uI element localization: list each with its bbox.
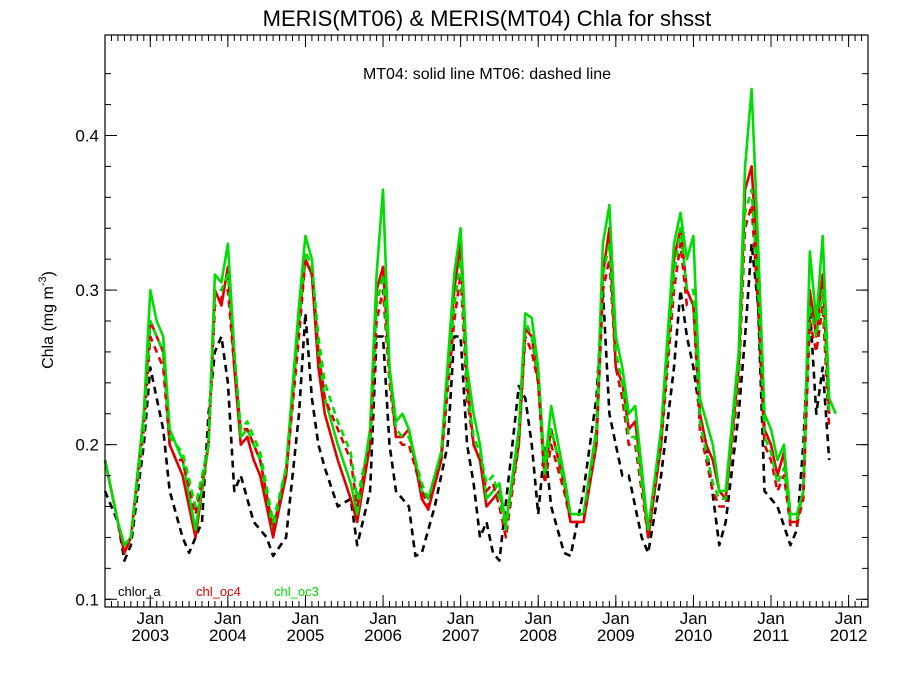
x-tick-year-label: 2003 [131,626,169,645]
line-style-note: MT04: solid line MT06: dashed line [363,66,611,83]
x-tick-month-label: Jan [602,609,629,628]
y-axis-label-main: Chla (mg m [40,286,57,369]
x-tick-month-label: Jan [292,609,319,628]
axis-ticks [105,35,868,607]
x-tick-year-label: 2008 [519,626,557,645]
plot-lines [103,87,837,562]
x-tick-month-label: Jan [137,609,164,628]
x-tick-year-label: 2011 [753,626,790,645]
legend-chl_oc4: chl_oc4 [196,584,241,599]
series-chlor_a-dashed-line [103,242,831,562]
y-tick-label: 0.3 [75,281,99,300]
x-tick-year-label: 2006 [364,626,402,645]
y-tick-label: 0.4 [75,126,99,145]
x-tick-year-label: 2004 [209,626,247,645]
tick-labels: 0.10.20.30.4Jan2003Jan2004Jan2005Jan2006… [75,126,867,645]
x-tick-month-label: Jan [447,609,474,628]
x-tick-month-label: Jan [214,609,241,628]
x-tick-year-label: 2007 [442,626,480,645]
chart-title: MERIS(MT06) & MERIS(MT04) Chla for shsst [263,6,712,31]
y-axis-label: Chla (mg m-3) [37,271,57,369]
x-tick-month-label: Jan [369,609,396,628]
legend-chl_oc3: chl_oc3 [274,584,319,599]
legend: chlor_a chl_oc4 chl_oc3 [118,584,319,599]
x-tick-month-label: Jan [525,609,552,628]
series-chl_oc4-dashed-line [103,203,831,555]
y-axis-label-suffix: ) [40,271,57,276]
legend-chlor_a: chlor_a [118,584,161,599]
x-tick-month-label: Jan [835,609,862,628]
x-tick-month-label: Jan [757,609,784,628]
x-tick-month-label: Jan [680,609,707,628]
x-tick-year-label: 2010 [675,626,713,645]
y-tick-label: 0.1 [75,590,99,609]
plot-frame [104,34,869,608]
x-tick-year-label: 2012 [830,626,868,645]
x-tick-year-label: 2005 [287,626,325,645]
series-chl_oc3-dashed-line [103,188,831,547]
x-tick-year-label: 2009 [597,626,635,645]
y-axis-label-superscript: -3 [37,276,49,286]
y-tick-label: 0.2 [75,436,99,455]
